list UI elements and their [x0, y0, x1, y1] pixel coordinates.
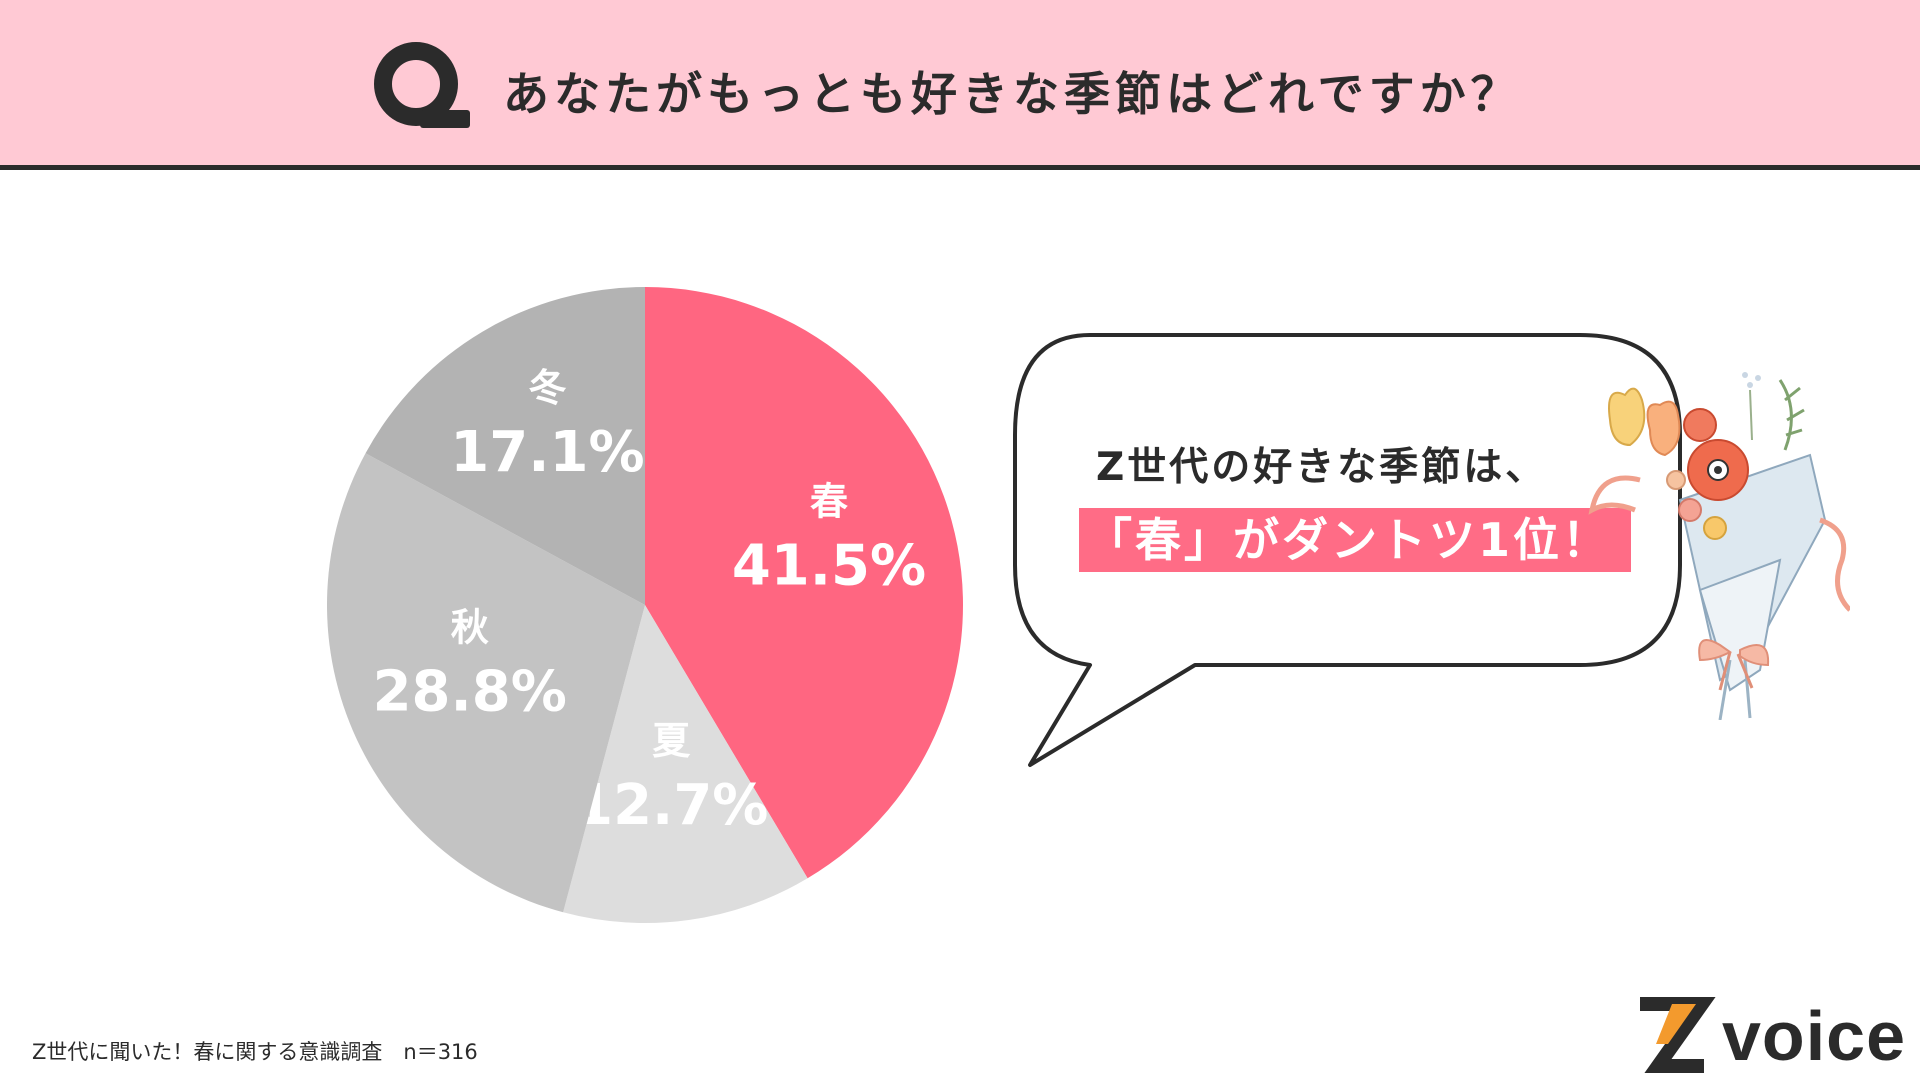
- pie-slice-label-0: 春: [810, 479, 848, 523]
- pie-slice-label-1: 夏: [652, 719, 691, 763]
- header-bar: あなたがもっとも好きな季節はどれですか？: [0, 0, 1920, 170]
- pie-slice-value-3: 17.1%: [450, 420, 644, 485]
- pie-slice-label-3: 冬: [528, 366, 566, 410]
- pie-chart: 春 41.5% 夏 12.7% 秋 28.8% 冬 17.1%: [326, 287, 963, 923]
- pie-slice-value-1: 12.7%: [574, 773, 768, 838]
- pie-slice-0: [645, 287, 963, 879]
- pie-slice-1: [563, 605, 808, 923]
- pie-slice-value-0: 41.5%: [732, 533, 926, 598]
- survey-footnote: Z世代に聞いた！春に関する意識調査 n＝316: [32, 1040, 478, 1064]
- brand-name: voice: [1722, 997, 1906, 1075]
- callout-line1: Z世代の好きな季節は、: [1096, 445, 1548, 490]
- q-logo-icon: [374, 42, 470, 128]
- pie-slice-label-2: 秋: [451, 605, 489, 649]
- pie-slice-value-2: 28.8%: [373, 659, 567, 724]
- callout-line2: 「春」がダントツ1位！: [1086, 513, 1612, 567]
- callout-highlight: [1079, 508, 1631, 572]
- zvoice-logo-icon: [1640, 997, 1716, 1073]
- flower-bouquet-icon: [1588, 372, 1850, 720]
- question-title: あなたがもっとも好きな季節はどれですか？: [503, 67, 1522, 121]
- pie-slice-2: [326, 453, 645, 913]
- pie-slice-3: [365, 287, 645, 605]
